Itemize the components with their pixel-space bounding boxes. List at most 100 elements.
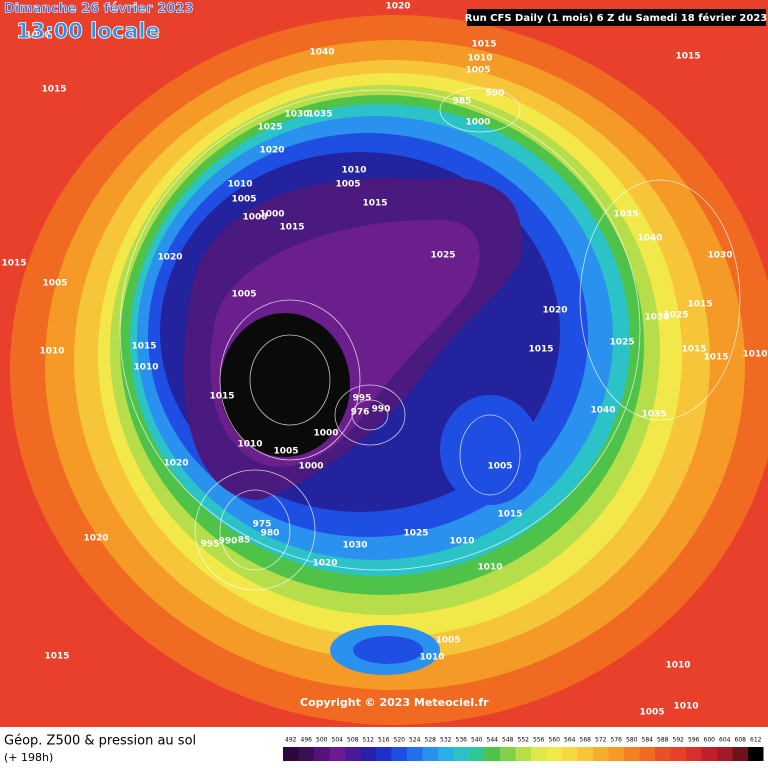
scale-label: 568 xyxy=(580,737,592,744)
scale-label: 520 xyxy=(394,737,406,744)
time: 13:00 locale xyxy=(16,19,160,43)
scale-swatch xyxy=(500,747,516,761)
isobar-label: 1015 xyxy=(131,342,156,352)
isobar-label: 995 xyxy=(201,540,220,550)
isobar-label: 1005 xyxy=(273,447,298,457)
isobar-label: 1015 xyxy=(687,300,712,310)
isobar-label: 1010 xyxy=(39,347,64,357)
scale-swatch xyxy=(717,747,733,761)
run-box xyxy=(467,9,766,26)
scale-label: 532 xyxy=(440,737,452,744)
isobar-label: 1030 xyxy=(284,110,309,120)
legend-title: Géop. Z500 & pression au sol xyxy=(4,734,196,749)
scale-swatch xyxy=(670,747,686,761)
scale-swatch xyxy=(732,747,748,761)
scale-swatch xyxy=(484,747,500,761)
scale-label: 552 xyxy=(518,737,530,744)
scale-label: 608 xyxy=(735,737,747,744)
isobar-label: 1015 xyxy=(471,40,496,50)
isobar-label: 1010 xyxy=(237,440,262,450)
run-info: Run CFS Daily (1 mois) 6 Z du Samedi 18 … xyxy=(465,12,768,24)
isobar-label: 1025 xyxy=(430,251,455,261)
scale-label: 560 xyxy=(549,737,561,744)
isobar-label: 1025 xyxy=(257,123,282,133)
isobar-label: 85 xyxy=(238,536,251,546)
scale-swatch xyxy=(593,747,609,761)
color-scale: 492 496 500 504 508 512 516 520 524 528 532 536 540 5… xyxy=(283,737,764,761)
isobar-label: 990 xyxy=(486,89,505,99)
scale-swatch xyxy=(577,747,593,761)
isobar-label: 1010 xyxy=(449,537,474,547)
isobar-label: 1010 xyxy=(467,54,492,64)
date: Dimanche 26 février 2023 xyxy=(4,2,194,17)
isobar-label: 1015 xyxy=(675,52,700,62)
scale-label: 536 xyxy=(456,737,468,744)
isobar-label: 1020 xyxy=(259,146,284,156)
scale-label: 508 xyxy=(347,737,359,744)
isobar-label: 1035 xyxy=(307,110,332,120)
scale-swatch xyxy=(453,747,469,761)
scale-swatch xyxy=(314,747,330,761)
scale-label: 604 xyxy=(719,737,731,744)
scale-label: 572 xyxy=(595,737,607,744)
isobar-label: 990 xyxy=(219,537,238,547)
scale-label: 580 xyxy=(626,737,638,744)
isobar-label: 1025 xyxy=(609,338,634,348)
isobar-label: 1010 xyxy=(742,350,767,360)
isobar-label: 1015 xyxy=(44,652,69,662)
scale-swatch xyxy=(701,747,717,761)
isobar-label: 1040 xyxy=(590,406,615,416)
isobar-label: 990 xyxy=(372,405,391,415)
scale-label: 544 xyxy=(487,737,499,744)
scale-swatch xyxy=(515,747,531,761)
scale-label: 596 xyxy=(688,737,700,744)
isobar-label: 1020 xyxy=(163,459,188,469)
scale-swatch xyxy=(329,747,345,761)
isobar-label: 1010 xyxy=(665,661,690,671)
isobar-label: 1030 xyxy=(644,313,669,323)
scale-label: 576 xyxy=(611,737,623,744)
isobar-label: 1015 xyxy=(528,345,553,355)
isobar-label: 1020 xyxy=(312,559,337,569)
isobar-label: 1005 xyxy=(639,708,664,718)
isobar-label: 1030 xyxy=(707,251,732,261)
isobar-label: 1005 xyxy=(435,636,460,646)
scale-swatch xyxy=(655,747,671,761)
legend-lead: (+ 198h) xyxy=(4,751,53,764)
scale-label: 504 xyxy=(332,737,344,744)
scale-swatch xyxy=(438,747,454,761)
scale-label: 516 xyxy=(378,737,390,744)
scale-swatch xyxy=(624,747,640,761)
scale-swatch xyxy=(686,747,702,761)
scale-swatch xyxy=(531,747,547,761)
isobar-label: 1015 xyxy=(681,345,706,355)
isobar-label: 1005 xyxy=(42,279,67,289)
isobar-label: 1025 xyxy=(663,311,688,321)
isobar-label: 1015 xyxy=(497,510,522,520)
isobar-label: 1020 xyxy=(385,2,410,12)
isobar-label: 1030 xyxy=(342,541,367,551)
isobar-label: 1000 xyxy=(298,462,323,472)
scale-label: 512 xyxy=(363,737,375,744)
isobar-label: 1035 xyxy=(613,210,638,220)
isobars xyxy=(119,87,741,591)
isobar-label: 1020 xyxy=(542,306,567,316)
isobar-label: 1005 xyxy=(465,66,490,76)
isobar-label: 975 xyxy=(253,520,272,530)
isobar-label: 1010 xyxy=(419,653,444,663)
isobar-label: 976 xyxy=(351,408,370,418)
isobar-label: 1015 xyxy=(1,259,26,269)
isobar-label: 1035 xyxy=(641,410,666,420)
isobar-label: 1000 xyxy=(465,118,490,128)
isobar-label: 1005 xyxy=(487,462,512,472)
isobar-label: 1040 xyxy=(309,48,334,58)
scale-label: 584 xyxy=(642,737,654,744)
scale-label: 496 xyxy=(301,737,313,744)
scale-label: 600 xyxy=(704,737,716,744)
scale-swatch xyxy=(283,747,299,761)
isobar-label: 980 xyxy=(261,529,280,539)
isobar-label: 1000 xyxy=(259,210,284,220)
